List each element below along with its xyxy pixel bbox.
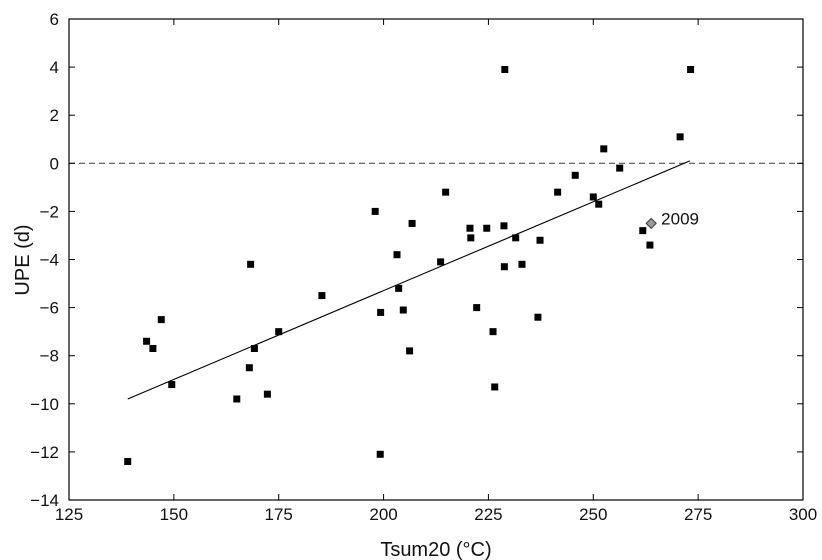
data-point xyxy=(157,316,165,324)
data-point xyxy=(501,66,509,74)
data-point xyxy=(676,133,684,141)
data-point xyxy=(466,224,474,232)
x-tick-label: 175 xyxy=(265,505,293,524)
data-point xyxy=(687,66,695,74)
data-point xyxy=(149,344,157,352)
highlight-label: 2009 xyxy=(661,209,699,228)
data-point xyxy=(437,258,445,266)
plot-frame xyxy=(68,18,804,501)
data-point xyxy=(377,308,385,316)
data-point xyxy=(489,328,497,336)
data-point xyxy=(467,234,475,242)
data-point xyxy=(233,395,241,403)
axis-ticks: 125 150 175 200 225 250 275 300 −14 −12 −10 −8 −6 −4 −… xyxy=(30,10,817,524)
data-point xyxy=(483,224,491,232)
data-point xyxy=(376,450,384,458)
x-tick-label: 300 xyxy=(789,505,817,524)
data-point xyxy=(589,193,597,201)
data-point xyxy=(245,364,253,372)
plot-area: 2009 xyxy=(69,66,803,466)
highlight-point-2009 xyxy=(645,217,657,230)
x-axis-label: Tsum20 (°C) xyxy=(380,539,491,560)
y-tick-label: 6 xyxy=(50,10,59,29)
data-point xyxy=(399,306,407,314)
data-point xyxy=(371,207,379,215)
data-point xyxy=(536,236,544,244)
x-tick-label: 250 xyxy=(579,505,607,524)
x-tick-label: 275 xyxy=(684,505,712,524)
y-tick-label: 0 xyxy=(50,154,59,173)
y-tick-label: −4 xyxy=(40,251,59,270)
y-tick-label: 2 xyxy=(50,106,59,125)
data-point xyxy=(247,260,255,268)
data-point xyxy=(473,304,481,312)
data-point xyxy=(646,241,654,249)
x-tick-label: 225 xyxy=(474,505,502,524)
data-point xyxy=(275,328,283,336)
data-point xyxy=(639,227,647,235)
data-point xyxy=(143,337,151,345)
data-point xyxy=(554,188,562,196)
regression-line xyxy=(127,160,690,400)
x-tick-label: 200 xyxy=(369,505,397,524)
data-point xyxy=(534,313,542,321)
data-point xyxy=(518,260,526,268)
data-point xyxy=(595,200,603,208)
y-tick-label: 4 xyxy=(50,58,59,77)
data-point xyxy=(500,263,508,271)
y-tick-label: −2 xyxy=(40,202,59,221)
data-point xyxy=(408,219,416,227)
data-point xyxy=(395,284,403,292)
data-point xyxy=(616,164,624,172)
y-tick-label: −6 xyxy=(40,299,59,318)
data-point xyxy=(124,458,132,466)
data-point xyxy=(168,381,176,389)
data-point xyxy=(500,222,508,230)
data-point xyxy=(600,145,608,153)
data-point xyxy=(393,251,401,259)
data-point xyxy=(406,347,414,355)
x-tick-label: 150 xyxy=(160,505,188,524)
data-point xyxy=(250,344,258,352)
data-point xyxy=(512,234,520,242)
data-point xyxy=(571,171,579,179)
data-point xyxy=(442,188,450,196)
y-tick-label: −14 xyxy=(30,491,59,510)
y-tick-label: −8 xyxy=(40,347,59,366)
y-tick-label: −12 xyxy=(30,443,59,462)
data-point xyxy=(318,292,326,300)
y-tick-label: −10 xyxy=(30,395,59,414)
data-point xyxy=(263,390,271,398)
x-tick-label: 125 xyxy=(55,505,83,524)
y-axis-label: UPE (d) xyxy=(12,224,34,295)
data-point xyxy=(491,383,499,391)
